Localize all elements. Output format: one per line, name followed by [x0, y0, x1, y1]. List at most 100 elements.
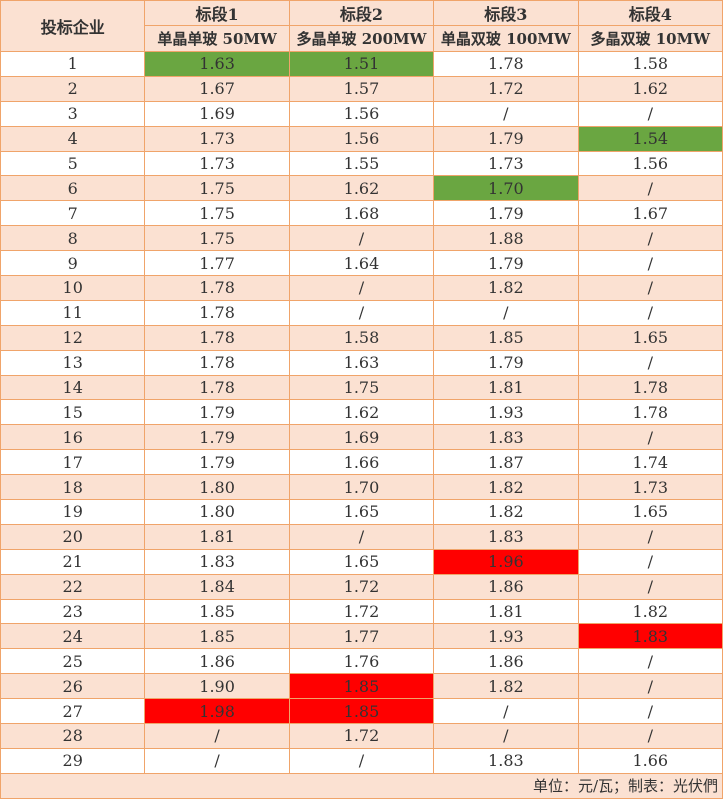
spec-header: 单晶双玻 100MW	[433, 25, 579, 52]
price-cell: /	[577, 299, 723, 326]
price-cell: /	[577, 424, 723, 451]
price-cell: 1.80	[144, 499, 290, 525]
price-cell: 1.75	[144, 200, 290, 227]
price-cell: /	[577, 523, 723, 550]
bidder-id-cell: 19	[0, 499, 146, 525]
price-cell: /	[288, 523, 435, 550]
price-cell: 1.57	[288, 75, 435, 102]
table-row: 12 1.78 1.58 1.85 1.65	[0, 324, 723, 351]
price-cell: 1.73	[433, 150, 579, 177]
price-cell: /	[577, 275, 723, 301]
bidder-id-cell: 17	[0, 449, 146, 476]
bidder-id-cell: 9	[0, 250, 146, 277]
price-cell: 1.83	[144, 548, 290, 575]
price-cell: 1.80	[144, 474, 290, 501]
bidder-id-cell: 11	[0, 299, 146, 326]
price-cell: 1.81	[144, 523, 290, 550]
table-row: 18 1.80 1.70 1.82 1.73	[0, 474, 723, 501]
section-header: 标段3	[433, 0, 579, 26]
price-cell: 1.72	[288, 723, 435, 749]
price-cell: 1.85	[288, 698, 435, 725]
table-row: 5 1.73 1.55 1.73 1.56	[0, 150, 723, 177]
price-cell: 1.72	[288, 598, 435, 625]
price-cell: 1.82	[433, 499, 579, 525]
price-cell: 1.78	[144, 374, 290, 401]
price-cell: 1.83	[577, 623, 723, 650]
price-cell: 1.82	[433, 275, 579, 301]
bidder-id-cell: 27	[0, 698, 146, 725]
table-row: 4 1.73 1.56 1.79 1.54	[0, 125, 723, 152]
price-cell: 1.79	[433, 250, 579, 277]
table-row: 20 1.81/1.83/	[0, 523, 723, 550]
bidder-id-cell: 4	[0, 125, 146, 152]
price-cell: /	[144, 747, 290, 774]
price-cell: 1.55	[288, 150, 435, 177]
bidder-id-cell: 18	[0, 474, 146, 501]
price-cell: 1.93	[433, 623, 579, 650]
price-cell: 1.66	[288, 449, 435, 476]
bidder-id-cell: 25	[0, 648, 146, 675]
price-cell: 1.85	[144, 598, 290, 625]
price-cell: /	[577, 573, 723, 600]
bidder-id-cell: 28	[0, 723, 146, 749]
price-cell: 1.73	[577, 474, 723, 501]
price-cell: 1.56	[288, 125, 435, 152]
price-cell: 1.75	[144, 225, 290, 252]
price-cell: 1.65	[577, 324, 723, 351]
price-cell: /	[577, 698, 723, 725]
section-header: 标段2	[288, 0, 435, 26]
price-cell: 1.83	[433, 424, 579, 451]
price-cell: 1.83	[433, 523, 579, 550]
price-cell: /	[577, 100, 723, 127]
price-cell: 1.84	[144, 573, 290, 600]
price-cell: /	[288, 299, 435, 326]
table-row: 2 1.67 1.57 1.72 1.62	[0, 75, 723, 102]
table-row: 23 1.85 1.72 1.81 1.82	[0, 598, 723, 625]
price-cell: 1.79	[433, 200, 579, 227]
price-cell: /	[577, 673, 723, 700]
price-cell: 1.65	[577, 499, 723, 525]
spec-header: 多晶单玻 200MW	[288, 25, 435, 52]
price-cell: 1.98	[144, 698, 290, 725]
table-row: 19 1.80 1.65 1.82 1.65	[0, 499, 723, 525]
table-row: 17 1.79 1.66 1.87 1.74	[0, 449, 723, 476]
price-cell: 1.54	[577, 125, 723, 152]
table-row: 25 1.86 1.76 1.86/	[0, 648, 723, 675]
price-cell: 1.82	[577, 598, 723, 625]
corner-header: 投标企业	[0, 0, 146, 52]
price-cell: 1.70	[433, 175, 579, 202]
table-body: 1 1.63 1.51 1.78 1.58 2 1.67 1.57 1.72 1.62 3 1.69 1…	[0, 51, 723, 774]
bidder-id-cell: 16	[0, 424, 146, 451]
price-cell: 1.72	[433, 75, 579, 102]
price-cell: 1.62	[288, 175, 435, 202]
bidder-id-cell: 13	[0, 349, 146, 376]
price-cell: /	[288, 275, 435, 301]
price-cell: 1.67	[577, 200, 723, 227]
price-cell: 1.73	[144, 125, 290, 152]
table-row: 16 1.79 1.69 1.83/	[0, 424, 723, 451]
price-cell: 1.79	[144, 449, 290, 476]
table-row: 27 1.98 1.85//	[0, 698, 723, 725]
price-cell: 1.86	[433, 648, 579, 675]
price-cell: 1.69	[144, 100, 290, 127]
price-cell: 1.75	[144, 175, 290, 202]
price-cell: 1.70	[288, 474, 435, 501]
price-cell: 1.78	[577, 374, 723, 401]
price-cell: 1.63	[288, 349, 435, 376]
footnote: 单位：元/瓦；制表：光伏們	[0, 772, 723, 799]
price-cell: 1.87	[433, 449, 579, 476]
bidder-id-cell: 24	[0, 623, 146, 650]
bidder-id-cell: 15	[0, 399, 146, 426]
bidder-id-cell: 23	[0, 598, 146, 625]
table-row: 1 1.63 1.51 1.78 1.58	[0, 51, 723, 77]
bidder-id-cell: 8	[0, 225, 146, 252]
price-cell: 1.86	[144, 648, 290, 675]
price-cell: /	[577, 225, 723, 252]
spec-header: 单晶单玻 50MW	[144, 25, 290, 52]
price-cell: 1.78	[433, 51, 579, 77]
table-row: 6 1.75 1.62 1.70/	[0, 175, 723, 202]
price-cell: 1.78	[144, 275, 290, 301]
price-cell: 1.75	[288, 374, 435, 401]
price-cell: /	[433, 100, 579, 127]
